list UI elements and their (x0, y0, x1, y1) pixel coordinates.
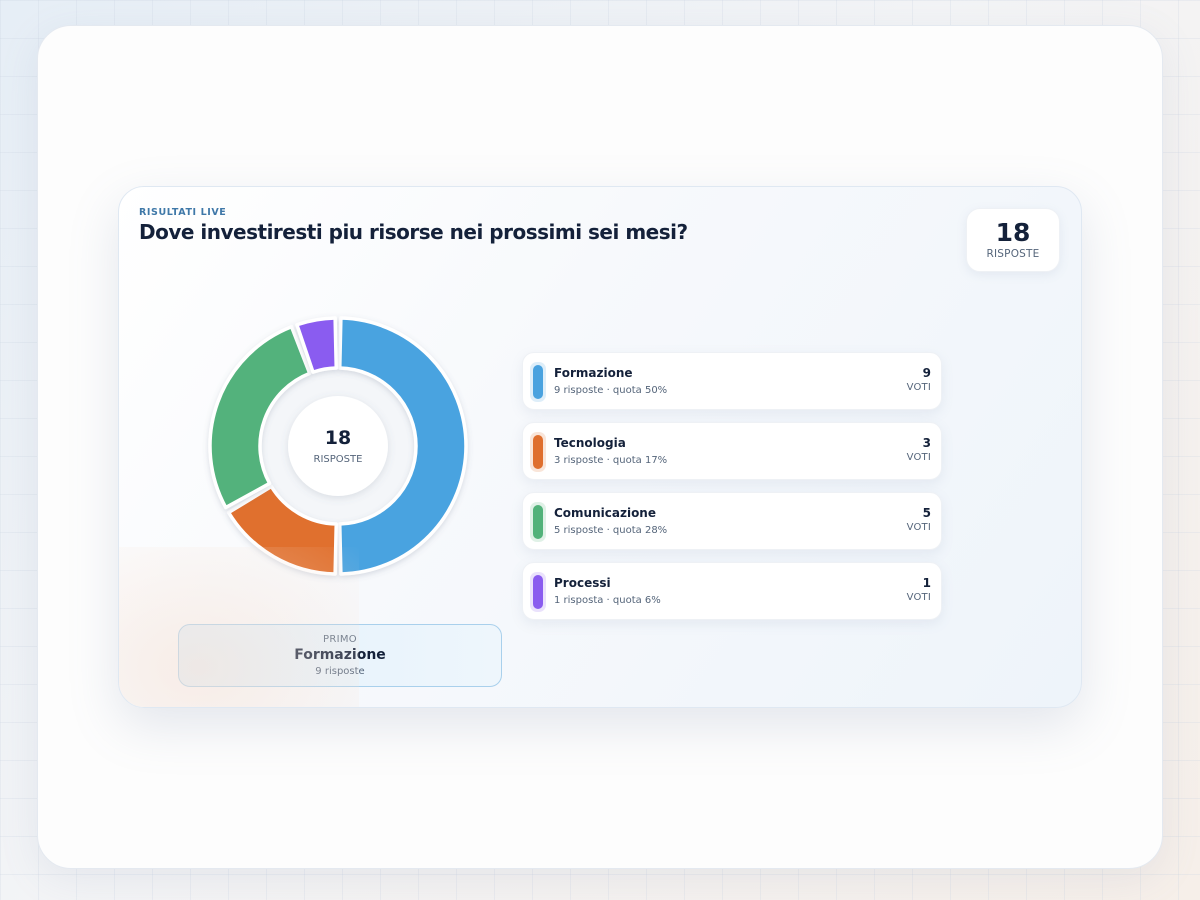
top-answer-eyebrow: PRIMO (323, 634, 357, 645)
legend-item-comunicazione: Comunicazione 5 risposte · quota 28% 5 V… (522, 492, 942, 550)
legend-name: Comunicazione (554, 506, 656, 520)
legend-swatch (530, 572, 546, 612)
donut-center-value: 18 (325, 427, 351, 449)
donut-chart-svg: 18 RISPOSTE (208, 316, 468, 576)
legend-swatch (530, 432, 546, 472)
legend-detail: 1 risposta · quota 6% (554, 595, 661, 606)
results-legend: Formazione 9 risposte · quota 50% 9 VOTI… (522, 352, 942, 632)
legend-detail: 5 risposte · quota 28% (554, 525, 668, 536)
donut-segment-comunicazione (208, 324, 312, 510)
legend-name: Processi (554, 576, 611, 590)
legend-votes-unit: VOTI (906, 452, 931, 463)
donut-segment-tecnologia (226, 484, 338, 576)
top-answer-panel: PRIMO Formazione 9 risposte (178, 624, 502, 687)
poll-question: Dove investiresti piu risorse nei prossi… (139, 220, 688, 244)
top-answer-count: 9 risposte (315, 666, 365, 677)
legend-votes: 5 (922, 506, 931, 520)
donut-segment-processi (295, 316, 338, 374)
card-eyebrow: RISULTATI LIVE (139, 207, 227, 218)
total-responses-badge: 18 RISPOSTE (966, 208, 1060, 272)
donut-center-label: RISPOSTE (314, 454, 363, 465)
legend-votes: 3 (922, 436, 931, 450)
donut-chart: 18 RISPOSTE (203, 311, 473, 581)
legend-detail: 3 risposte · quota 17% (554, 455, 668, 466)
legend-votes: 9 (922, 366, 931, 380)
legend-name: Formazione (554, 366, 633, 380)
poll-results-card: RISULTATI LIVE Dove investiresti piu ris… (118, 186, 1082, 708)
total-responses-label: RISPOSTE (986, 248, 1040, 260)
legend-item-processi: Processi 1 risposta · quota 6% 1 VOTI (522, 562, 942, 620)
donut-center-disc (288, 396, 388, 496)
legend-votes-unit: VOTI (906, 382, 931, 393)
total-responses-value: 18 (995, 218, 1031, 247)
legend-votes-unit: VOTI (906, 522, 931, 533)
legend-name: Tecnologia (554, 436, 626, 450)
top-answer-name: Formazione (294, 647, 386, 663)
legend-item-tecnologia: Tecnologia 3 risposte · quota 17% 3 VOTI (522, 422, 942, 480)
legend-swatch (530, 362, 546, 402)
legend-item-formazione: Formazione 9 risposte · quota 50% 9 VOTI (522, 352, 942, 410)
legend-votes: 1 (922, 576, 931, 590)
legend-swatch (530, 502, 546, 542)
legend-detail: 9 risposte · quota 50% (554, 385, 668, 396)
legend-votes-unit: VOTI (906, 592, 931, 603)
donut-segment-formazione (338, 316, 468, 576)
